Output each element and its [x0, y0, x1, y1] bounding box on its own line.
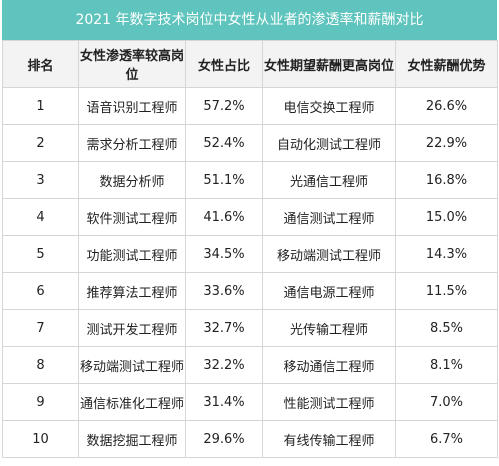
- header-cell: 女性期望薪酬更高岗位: [262, 40, 396, 88]
- table-body: 1 语音识别工程师 57.2% 电信交换工程师 26.6% 2 需求分析工程师 52.4% 自动…: [2, 87, 498, 458]
- table-cell: 移动端测试工程师: [78, 346, 186, 384]
- table-row: 8 移动端测试工程师 32.2% 移动通信工程师 8.1%: [2, 346, 498, 384]
- table-cell: 31.4%: [185, 383, 263, 421]
- table-cell: 7: [2, 309, 79, 347]
- table-cell: 32.2%: [185, 346, 263, 384]
- header-cell: 女性占比: [185, 40, 263, 88]
- table-cell: 26.6%: [395, 87, 498, 125]
- table-cell: 语音识别工程师: [78, 87, 186, 125]
- table-cell: 需求分析工程师: [78, 124, 186, 162]
- table-row: 9 通信标准化工程师 31.4% 性能测试工程师 7.0%: [2, 383, 498, 421]
- table-cell: 通信电源工程师: [262, 272, 396, 310]
- table-cell: 有线传输工程师: [262, 420, 396, 458]
- header-cell: 女性渗透率较高岗位: [78, 40, 186, 88]
- table-cell: 15.0%: [395, 198, 498, 236]
- table-row: 1 语音识别工程师 57.2% 电信交换工程师 26.6%: [2, 87, 498, 125]
- table-cell: 51.1%: [185, 161, 263, 199]
- table-cell: 移动通信工程师: [262, 346, 396, 384]
- table-row: 10 数据挖掘工程师 29.6% 有线传输工程师 6.7%: [2, 420, 498, 458]
- table-cell: 移动端测试工程师: [262, 235, 396, 273]
- table-cell: 16.8%: [395, 161, 498, 199]
- table-cell: 4: [2, 198, 79, 236]
- table-cell: 33.6%: [185, 272, 263, 310]
- table-cell: 6: [2, 272, 79, 310]
- table-cell: 32.7%: [185, 309, 263, 347]
- table-cell: 34.5%: [185, 235, 263, 273]
- table-cell: 功能测试工程师: [78, 235, 186, 273]
- table-cell: 29.6%: [185, 420, 263, 458]
- table-cell: 6.7%: [395, 420, 498, 458]
- table-cell: 数据挖掘工程师: [78, 420, 186, 458]
- table-cell: 1: [2, 87, 79, 125]
- table-cell: 7.0%: [395, 383, 498, 421]
- table-cell: 自动化测试工程师: [262, 124, 396, 162]
- table-cell: 3: [2, 161, 79, 199]
- table: 排名 女性渗透率较高岗位 女性占比 女性期望薪酬更高岗位 女性薪酬优势 1 语音识别工程师…: [2, 40, 498, 458]
- table-cell: 2: [2, 124, 79, 162]
- table-cell: 14.3%: [395, 235, 498, 273]
- table-cell: 测试开发工程师: [78, 309, 186, 347]
- header-row: 排名 女性渗透率较高岗位 女性占比 女性期望薪酬更高岗位 女性薪酬优势: [2, 40, 498, 88]
- table-cell: 数据分析师: [78, 161, 186, 199]
- table-row: 3 数据分析师 51.1% 光通信工程师 16.8%: [2, 161, 498, 199]
- header-cell: 女性薪酬优势: [395, 40, 498, 88]
- table-cell: 通信测试工程师: [262, 198, 396, 236]
- table-cell: 22.9%: [395, 124, 498, 162]
- header-cell: 排名: [2, 40, 79, 88]
- table-cell: 8.5%: [395, 309, 498, 347]
- table-cell: 8: [2, 346, 79, 384]
- table-cell: 通信标准化工程师: [78, 383, 186, 421]
- table-row: 7 测试开发工程师 32.7% 光传输工程师 8.5%: [2, 309, 498, 347]
- table-cell: 5: [2, 235, 79, 273]
- table-row: 4 软件测试工程师 41.6% 通信测试工程师 15.0%: [2, 198, 498, 236]
- table-cell: 光传输工程师: [262, 309, 396, 347]
- table-cell: 8.1%: [395, 346, 498, 384]
- table-row: 5 功能测试工程师 34.5% 移动端测试工程师 14.3%: [2, 235, 498, 273]
- table-cell: 9: [2, 383, 79, 421]
- table-row: 2 需求分析工程师 52.4% 自动化测试工程师 22.9%: [2, 124, 498, 162]
- table-title: 2021 年数字技术岗位中女性从业者的渗透率和薪酬对比: [2, 0, 497, 40]
- table-cell: 52.4%: [185, 124, 263, 162]
- table-row: 6 推荐算法工程师 33.6% 通信电源工程师 11.5%: [2, 272, 498, 310]
- table-cell: 57.2%: [185, 87, 263, 125]
- table-cell: 性能测试工程师: [262, 383, 396, 421]
- table-cell: 41.6%: [185, 198, 263, 236]
- table-cell: 11.5%: [395, 272, 498, 310]
- table-cell: 电信交换工程师: [262, 87, 396, 125]
- table-cell: 推荐算法工程师: [78, 272, 186, 310]
- table-cell: 10: [2, 420, 79, 458]
- table-cell: 光通信工程师: [262, 161, 396, 199]
- table-cell: 软件测试工程师: [78, 198, 186, 236]
